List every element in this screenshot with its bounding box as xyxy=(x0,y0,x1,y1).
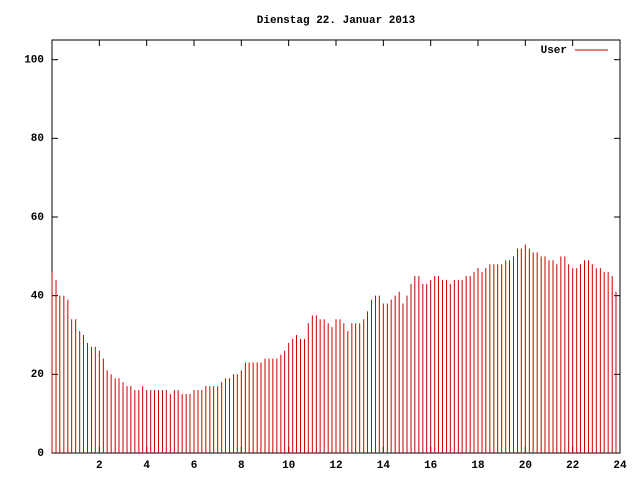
legend-label: User xyxy=(541,45,567,57)
x-tick-label: 10 xyxy=(282,460,295,472)
x-tick-label: 20 xyxy=(519,460,532,472)
y-tick-label: 100 xyxy=(24,55,44,67)
x-tick-label: 16 xyxy=(424,460,437,472)
y-tick-label: 20 xyxy=(31,369,44,381)
y-tick-label: 60 xyxy=(31,212,44,224)
x-tick-label: 4 xyxy=(143,460,150,472)
x-tick-label: 8 xyxy=(238,460,245,472)
x-tick-label: 14 xyxy=(377,460,391,472)
y-tick-label: 80 xyxy=(31,133,44,145)
x-tick-label: 2 xyxy=(96,460,103,472)
chart-title: Dienstag 22. Januar 2013 xyxy=(257,15,416,27)
x-tick-label: 18 xyxy=(471,460,485,472)
y-tick-label: 0 xyxy=(37,448,44,460)
x-tick-label: 6 xyxy=(191,460,198,472)
x-tick-label: 12 xyxy=(329,460,342,472)
x-tick-label: 24 xyxy=(613,460,627,472)
y-tick-label: 40 xyxy=(31,291,44,303)
x-tick-label: 22 xyxy=(566,460,579,472)
